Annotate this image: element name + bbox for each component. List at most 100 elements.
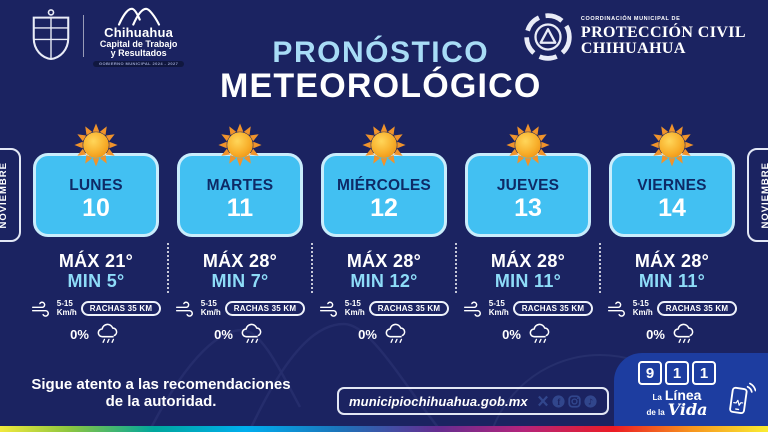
temp-max-value: 28° (681, 251, 710, 271)
wind-speed-unit: Km/h (56, 307, 77, 317)
forecast-day-column: VIERNES 14 MÁX 28° MIN 11° 5-15 Km/h RAC… (599, 123, 744, 345)
rain-cloud-icon (97, 324, 118, 344)
advisory-line-1: Sigue atento a las recomendaciones (31, 376, 291, 393)
social-icons: f ♪ (537, 394, 597, 408)
tagline-small-2: de la (646, 408, 665, 417)
agency-name-line-1: PROTECCIÓN CIVIL (580, 23, 746, 41)
wind-speed-unit: Km/h (488, 307, 509, 317)
wind-speed: 5-15 Km/h (632, 298, 653, 318)
temp-min-value: 7° (250, 271, 269, 291)
temp-max-label: MÁX (58, 251, 100, 271)
x-icon[interactable] (537, 395, 549, 407)
brand-tagline-2: y Resultados (110, 48, 167, 59)
temp-min-label: MIN (494, 271, 529, 291)
background-logo-watermark (148, 322, 441, 431)
proteccion-civil-emblem-icon (524, 13, 572, 61)
temp-max-label: MÁX (346, 251, 388, 271)
wind-icon (319, 301, 337, 317)
phone-icon (729, 382, 756, 415)
temp-min: MIN 5° (67, 272, 124, 291)
tagline-big-2: Vida (667, 400, 708, 419)
emergency-tagline-2: de la Vida (647, 402, 708, 418)
precipitation-percent: 0% (358, 326, 377, 342)
brand-text: Chihuahua Capital de Trabajo y Resultado… (93, 6, 185, 67)
temp-min-label: MIN (211, 271, 246, 291)
day-name: LUNES (69, 177, 123, 194)
column-divider (311, 243, 313, 293)
temp-min-value: 12° (389, 271, 418, 291)
emergency-tagline-1: La Línea (653, 388, 702, 402)
day-name: JUEVES (496, 177, 560, 194)
advisory-line-2: de la autoridad. (105, 393, 217, 411)
wind-speed: 5-15 Km/h (56, 298, 77, 318)
wind-row: 5-15 Km/h RACHAS 35 KM (607, 298, 738, 318)
title-line-1: PRONÓSTICO (272, 36, 490, 69)
gusts-pill: RACHAS 35 KM (656, 301, 738, 317)
temp-max-value: 28° (393, 251, 422, 271)
wind-speed: 5-15 Km/h (200, 298, 221, 318)
temp-min: MIN 11° (639, 272, 705, 291)
rain-cloud-icon (673, 324, 694, 344)
agency-name-line-2: CHIHUAHUA (580, 39, 686, 57)
website-pill[interactable]: municipiochihuahua.gob.mx f ♪ (337, 387, 609, 415)
temp-min-label: MIN (350, 271, 385, 291)
brand-name: Chihuahua (104, 25, 174, 40)
temp-min: MIN 11° (495, 272, 561, 291)
digit-box: 1 (692, 361, 716, 385)
wind-icon (31, 301, 49, 317)
wind-row: 5-15 Km/h RACHAS 35 KM (319, 298, 450, 318)
day-date: 10 (82, 194, 110, 222)
instagram-icon[interactable] (568, 394, 581, 408)
wind-speed-value: 5-15 (632, 298, 649, 308)
temp-max: MÁX 28° (203, 251, 277, 272)
month-label-left: NOVIEMBRE (0, 161, 9, 229)
brand-tagline-1: Capital de Trabajo (99, 38, 178, 49)
day-card: JUEVES 13 (465, 153, 591, 237)
sun-icon (74, 123, 118, 167)
forecast-day-column: MIÉRCOLES 12 MÁX 28° MIN 12° 5-15 Km/h R… (311, 123, 456, 345)
rain-row: 0% (646, 323, 698, 345)
temp-max-value: 28° (249, 251, 278, 271)
gusts-pill: RACHAS 35 KM (224, 301, 306, 317)
sun-icon (650, 123, 694, 167)
day-date: 14 (658, 194, 686, 222)
wind-speed-value: 5-15 (56, 298, 73, 308)
svg-text:f: f (557, 397, 561, 407)
temp-max: MÁX 28° (347, 251, 421, 272)
day-name: VIERNES (637, 177, 707, 194)
tagline-small-1: La (652, 393, 662, 402)
temp-max-label: MÁX (634, 251, 676, 271)
day-date: 13 (514, 194, 542, 222)
wind-speed-value: 5-15 (344, 298, 361, 308)
month-tab-right: NOVIEMBRE (747, 148, 768, 242)
column-divider (167, 243, 169, 293)
forecast-day-column: MARTES 11 MÁX 28° MIN 7° 5-15 Km/h RACHA… (167, 123, 312, 345)
column-divider (599, 243, 601, 293)
website-url[interactable]: municipiochihuahua.gob.mx (349, 393, 528, 409)
day-card: MIÉRCOLES 12 (321, 153, 447, 237)
temp-min: MIN 7° (211, 272, 268, 291)
emergency-911-panel: 9 1 1 La Línea de la Vida (614, 353, 768, 426)
wind-icon (175, 301, 193, 317)
tiktok-icon[interactable]: ♪ (584, 394, 597, 408)
wind-row: 5-15 Km/h RACHAS 35 KM (175, 298, 306, 318)
proteccion-civil-logo-block: COORDINACIÓN MUNICIPAL DE PROTECCIÓN CIV… (523, 12, 746, 62)
wind-speed: 5-15 Km/h (488, 298, 509, 318)
wind-speed-unit: Km/h (200, 307, 221, 317)
rain-row: 0% (502, 323, 554, 345)
temp-min-value: 11° (534, 271, 562, 291)
temp-min-label: MIN (638, 271, 673, 291)
day-date: 12 (370, 194, 398, 222)
facebook-icon[interactable]: f (552, 394, 565, 408)
column-divider (455, 243, 457, 293)
gusts-pill: RACHAS 35 KM (512, 301, 594, 317)
temp-max-label: MÁX (490, 251, 532, 271)
wind-speed-value: 5-15 (200, 298, 217, 308)
wind-speed-value: 5-15 (488, 298, 505, 308)
forecast-day-column: JUEVES 13 MÁX 28° MIN 11° 5-15 Km/h RACH… (455, 123, 600, 345)
wind-speed-unit: Km/h (632, 307, 653, 317)
precipitation-percent: 0% (70, 326, 89, 342)
sun-icon (362, 123, 406, 167)
digit-box: 9 (638, 361, 662, 385)
